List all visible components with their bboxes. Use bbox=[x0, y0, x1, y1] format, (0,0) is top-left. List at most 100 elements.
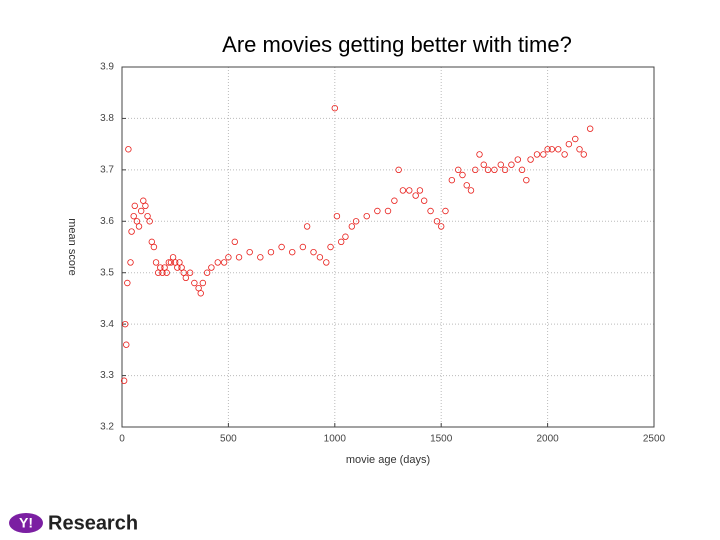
point bbox=[327, 243, 334, 251]
point bbox=[572, 135, 579, 143]
point bbox=[491, 166, 498, 174]
y-tick-label: 3.5 bbox=[100, 267, 114, 278]
point bbox=[395, 166, 402, 174]
point bbox=[459, 171, 466, 179]
point bbox=[316, 254, 324, 261]
point bbox=[127, 259, 134, 266]
point bbox=[197, 290, 204, 297]
y-tick-label: 3.9 bbox=[100, 62, 114, 73]
point bbox=[299, 243, 307, 251]
x-tick-label: 1000 bbox=[324, 434, 347, 445]
point bbox=[540, 151, 547, 158]
logo-mark: Y! bbox=[19, 515, 33, 531]
point bbox=[508, 161, 515, 168]
point bbox=[214, 259, 221, 266]
point bbox=[208, 264, 215, 271]
point bbox=[186, 269, 194, 276]
logo-text: Research bbox=[48, 512, 138, 534]
point bbox=[152, 259, 160, 266]
point bbox=[467, 187, 475, 194]
point bbox=[303, 223, 311, 230]
point bbox=[267, 248, 275, 256]
point bbox=[220, 259, 228, 266]
point bbox=[580, 151, 587, 158]
point bbox=[438, 223, 445, 230]
point bbox=[561, 151, 568, 158]
x-axis-label: movie age (days) bbox=[346, 454, 430, 466]
point bbox=[363, 212, 370, 220]
point bbox=[333, 212, 341, 220]
point bbox=[576, 146, 583, 153]
point bbox=[342, 233, 349, 240]
point bbox=[165, 259, 173, 266]
point bbox=[150, 243, 158, 251]
point bbox=[406, 187, 413, 194]
point bbox=[124, 279, 131, 287]
x-tick-label: 0 bbox=[119, 434, 125, 445]
point bbox=[565, 140, 573, 148]
point bbox=[497, 161, 504, 168]
point bbox=[142, 202, 149, 210]
point bbox=[323, 259, 330, 266]
point bbox=[480, 161, 487, 168]
point bbox=[352, 218, 360, 225]
y-tick-label: 3.2 bbox=[100, 422, 114, 433]
point bbox=[278, 243, 285, 251]
logo-badge bbox=[9, 513, 43, 533]
y-tick-label: 3.7 bbox=[100, 164, 114, 175]
x-tick-label: 500 bbox=[220, 434, 237, 445]
point bbox=[548, 146, 556, 153]
point bbox=[544, 146, 551, 153]
point bbox=[231, 238, 238, 246]
point bbox=[128, 228, 135, 235]
point bbox=[163, 269, 170, 276]
y-axis-label: mean score bbox=[66, 218, 78, 275]
point bbox=[121, 320, 129, 328]
point bbox=[472, 166, 479, 174]
point bbox=[289, 248, 296, 256]
point bbox=[203, 269, 211, 276]
x-tick-label: 2000 bbox=[536, 434, 559, 445]
y-tick-label: 3.3 bbox=[100, 370, 114, 381]
point bbox=[416, 187, 424, 194]
point bbox=[384, 207, 392, 215]
point bbox=[135, 223, 143, 230]
y-tick-label: 3.4 bbox=[100, 319, 114, 330]
point bbox=[246, 248, 253, 256]
point bbox=[125, 146, 132, 153]
point bbox=[523, 176, 530, 184]
point bbox=[235, 254, 243, 261]
point bbox=[120, 377, 128, 384]
point bbox=[137, 207, 145, 215]
point bbox=[518, 166, 526, 174]
point bbox=[257, 254, 264, 261]
point bbox=[555, 146, 562, 153]
chart-title: Are movies getting better with time? bbox=[222, 32, 572, 57]
point bbox=[399, 187, 407, 194]
point bbox=[331, 104, 338, 112]
point bbox=[182, 274, 190, 282]
point bbox=[433, 218, 441, 225]
point bbox=[442, 207, 449, 215]
point bbox=[199, 279, 207, 287]
point bbox=[501, 166, 509, 174]
y-tick-label: 3.8 bbox=[100, 113, 114, 124]
point bbox=[420, 197, 428, 204]
point bbox=[586, 125, 594, 132]
point bbox=[455, 166, 462, 174]
point bbox=[374, 207, 381, 215]
point bbox=[448, 176, 456, 184]
point bbox=[476, 151, 483, 158]
logo: Y! Research bbox=[9, 512, 138, 534]
point bbox=[527, 156, 534, 163]
point bbox=[484, 166, 492, 174]
point bbox=[337, 238, 345, 246]
point bbox=[391, 197, 398, 204]
point bbox=[130, 212, 137, 220]
point bbox=[131, 202, 138, 210]
point bbox=[310, 248, 317, 256]
x-tick-label: 1500 bbox=[430, 434, 453, 445]
y-tick-label: 3.6 bbox=[100, 216, 114, 227]
point bbox=[146, 218, 153, 225]
point bbox=[191, 279, 198, 287]
